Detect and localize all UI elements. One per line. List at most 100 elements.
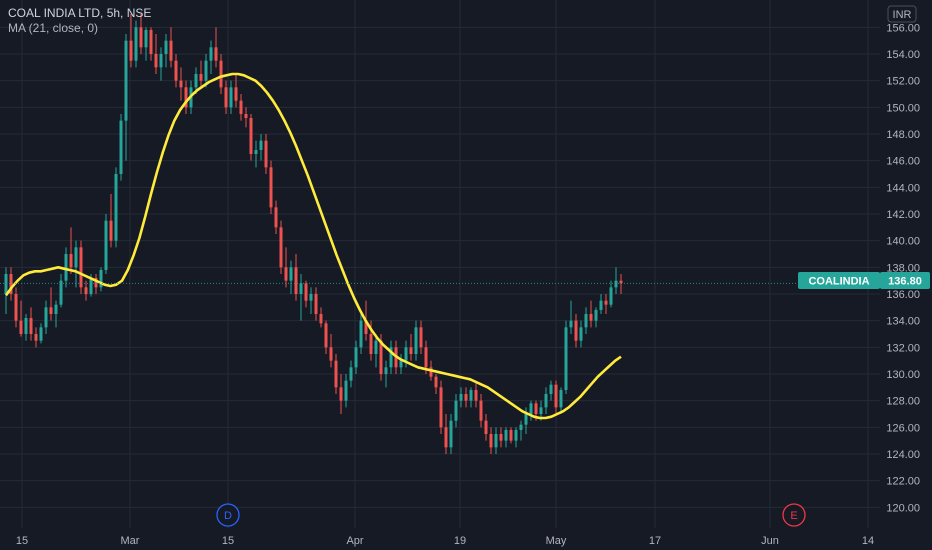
candle-body — [144, 30, 148, 48]
candle-body — [569, 320, 573, 328]
candle — [579, 320, 583, 348]
candles — [4, 14, 623, 454]
candle — [554, 380, 558, 414]
candle — [309, 287, 313, 314]
candle — [234, 74, 238, 108]
candle — [614, 267, 618, 294]
candle — [214, 27, 218, 68]
candle — [469, 387, 473, 408]
candle-body — [194, 74, 198, 88]
candle-body — [399, 360, 403, 368]
candle-body — [79, 247, 83, 288]
candle-body — [364, 320, 368, 334]
candle — [504, 427, 508, 448]
candle — [24, 314, 28, 341]
candle-body — [614, 280, 618, 288]
candle — [439, 380, 443, 434]
candle — [484, 414, 488, 441]
candle-body — [469, 390, 473, 401]
candle — [124, 34, 128, 161]
candle-body — [129, 40, 133, 61]
y-tick-label: 140.00 — [886, 236, 920, 248]
candle-body — [419, 327, 423, 348]
candle-body — [134, 27, 138, 61]
candle-body — [599, 300, 603, 310]
dividend-marker[interactable]: D — [216, 503, 240, 527]
candle-body — [474, 390, 478, 401]
candle-body — [484, 420, 488, 434]
candle-body — [389, 347, 393, 368]
candle-body — [524, 414, 528, 425]
y-tick-label: 150.00 — [886, 102, 920, 114]
candle — [224, 80, 228, 114]
candle-body — [29, 318, 33, 334]
currency-box[interactable]: INR — [887, 5, 917, 23]
candle-body — [54, 304, 58, 314]
y-tick-label: 154.00 — [886, 49, 920, 61]
y-tick-label: 124.00 — [886, 449, 920, 461]
indicator-label[interactable]: MA (21, close, 0) — [8, 21, 99, 35]
symbol-title[interactable]: COAL INDIA LTD, 5h, NSE — [8, 6, 152, 20]
candle-body — [479, 400, 483, 421]
candle-body — [404, 347, 408, 361]
candle-body — [69, 254, 73, 268]
candle-body — [349, 367, 353, 381]
candle-body — [174, 60, 178, 81]
candle-body — [99, 270, 103, 288]
y-tick-label: 128.00 — [886, 396, 920, 408]
candle-body — [324, 323, 328, 348]
price-tag-name-bg — [798, 272, 880, 289]
earnings-marker[interactable]: E — [782, 503, 806, 527]
price-axis[interactable]: 120.00 122.00 124.00 126.00 128.00 130.00 132.… — [886, 22, 920, 514]
candle-body — [329, 347, 333, 361]
candle — [14, 287, 18, 328]
candle — [574, 314, 578, 348]
time-axis[interactable]: 15 Mar 15 Apr 19 May 17 Jun 14 — [16, 535, 874, 547]
candle-body — [594, 310, 598, 321]
candle — [199, 60, 203, 88]
candle — [559, 387, 563, 414]
candle-body — [339, 387, 343, 401]
y-tick-label: 138.00 — [886, 262, 920, 274]
candle — [384, 360, 388, 388]
candle — [84, 280, 88, 301]
candle — [289, 260, 293, 294]
candle-body — [229, 87, 233, 108]
candle — [399, 354, 403, 374]
candle — [414, 320, 418, 361]
candle-body — [114, 174, 118, 241]
candle — [49, 287, 53, 321]
candle-body — [494, 434, 498, 448]
candle — [104, 214, 108, 274]
candle-body — [374, 340, 378, 354]
candle — [349, 360, 353, 388]
x-tick-label: 14 — [862, 535, 874, 547]
x-tick-label: Jun — [761, 535, 779, 547]
candle — [279, 220, 283, 274]
candle-body — [89, 278, 93, 294]
candle-body — [379, 340, 383, 374]
candle — [109, 194, 113, 248]
candle — [114, 167, 118, 248]
x-tick-label: 19 — [454, 535, 466, 547]
candle-body — [319, 314, 323, 324]
candle — [34, 327, 38, 348]
candle-body — [184, 87, 188, 108]
candle — [59, 274, 63, 308]
candle — [64, 247, 68, 288]
candle-body — [309, 294, 313, 301]
candle — [569, 300, 573, 334]
candle — [519, 420, 523, 441]
candle — [619, 274, 623, 294]
candle-body — [244, 114, 248, 118]
candle — [594, 307, 598, 328]
candle-body — [159, 54, 163, 68]
candle — [274, 200, 278, 234]
candle — [144, 27, 148, 61]
y-tick-label: 122.00 — [886, 476, 920, 488]
candle-body — [299, 283, 303, 294]
candle — [39, 323, 43, 344]
candle-body — [509, 430, 513, 441]
candle — [229, 80, 233, 114]
